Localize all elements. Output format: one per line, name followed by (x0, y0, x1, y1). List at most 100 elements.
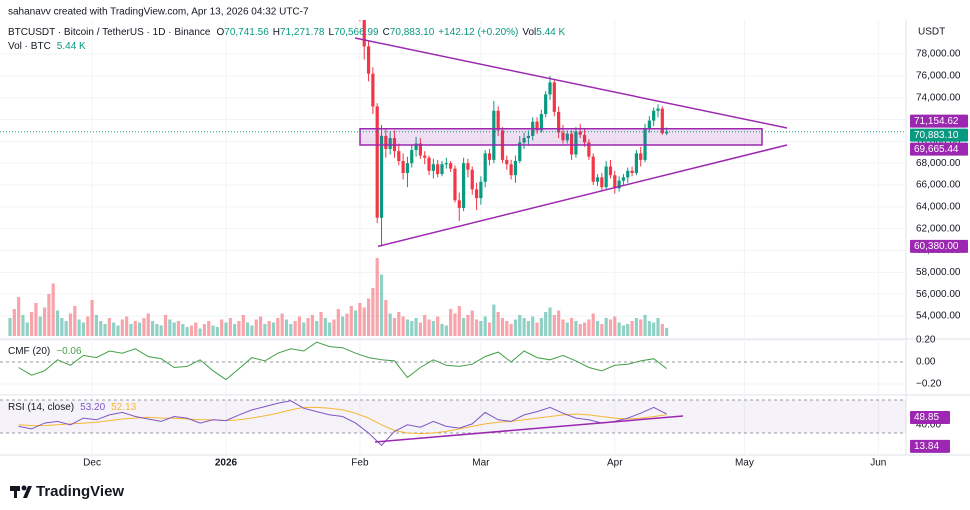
candle-body (630, 170, 634, 173)
rsi-tick-label: 40.00 (916, 419, 941, 430)
volume-bar (38, 316, 42, 336)
volume-bar (133, 321, 137, 336)
volume-bar (21, 315, 25, 336)
volume-bar (639, 319, 643, 336)
volume-bar (163, 315, 168, 336)
volume-bar (492, 304, 496, 336)
volume-bar (570, 318, 574, 336)
volume-bar (25, 322, 29, 336)
volume-bar (215, 327, 219, 336)
legend-item: CMF (20) (8, 346, 50, 357)
legend-item: H (273, 27, 280, 38)
volume-bar (608, 319, 613, 336)
volume-bar (289, 324, 293, 336)
volume-bar (185, 327, 189, 336)
volume-bar (617, 322, 621, 336)
volume-bar (293, 321, 297, 336)
logo-mark (23, 486, 32, 498)
volume-bar (138, 322, 142, 336)
candle-body (397, 151, 401, 161)
candle-body (613, 175, 617, 189)
volume-bar (552, 315, 556, 336)
candle-body (470, 169, 474, 190)
volume-bar (449, 309, 453, 336)
candle-body (418, 143, 422, 156)
volume-bar (258, 316, 263, 336)
volume-bar (77, 319, 81, 336)
volume-bar (349, 306, 353, 336)
x-tick-label: Dec (83, 458, 101, 469)
candle-body (660, 108, 664, 134)
volume-bar (604, 318, 608, 336)
cmf-line (18, 341, 667, 381)
y-tick-label: 64,000.00 (916, 201, 961, 212)
legend-item: 52.13 (111, 402, 136, 413)
candle-body (570, 133, 574, 155)
volume-bar (90, 300, 94, 336)
y-tick-label: 66,000.00 (916, 180, 961, 191)
volume-bar (68, 313, 73, 336)
volume-bar (73, 306, 77, 336)
volume-bar (60, 318, 64, 336)
x-tick-label: Jun (870, 458, 886, 469)
rsi-line (18, 406, 667, 435)
candle-body (544, 94, 548, 115)
candle-body (414, 143, 418, 151)
rsi-label-box (910, 439, 950, 453)
volume-bar (8, 318, 12, 336)
candle-body (557, 111, 561, 133)
volume-bar (241, 315, 245, 336)
price-label-box (910, 239, 968, 253)
legend-item: L (329, 27, 335, 38)
volume-bar (384, 300, 388, 336)
legend-item: C (383, 27, 390, 38)
volume-bar (107, 318, 111, 336)
volume-bar (51, 283, 55, 336)
legend-item: 5.44 K (57, 41, 86, 52)
volume-bar (159, 325, 163, 336)
volume-bar (125, 316, 129, 336)
volume-bar (643, 315, 647, 336)
candle-body (643, 128, 647, 160)
volume-bar (103, 324, 107, 336)
volume-bar (505, 321, 509, 336)
rsi-trendline (374, 415, 684, 443)
volume-bar (587, 319, 591, 336)
volume-bar (207, 321, 211, 336)
candle-body (591, 156, 595, 182)
volume-bar (30, 312, 34, 336)
volume-bar (263, 324, 267, 336)
legend-item: Vol · BTC (8, 41, 51, 52)
candle-body (410, 150, 414, 164)
x-tick-label: 2026 (215, 458, 238, 469)
logo-text: TradingView (36, 483, 124, 500)
candle-body (487, 153, 492, 160)
volume-bar (535, 322, 539, 336)
volume-bar (405, 319, 410, 336)
symbol-legend: BTCUSDT · Bitcoin / TetherUS · 1D · Bina… (8, 27, 566, 38)
x-tick-label: Feb (351, 458, 369, 469)
candle-body (431, 164, 435, 171)
volume-bar (297, 316, 302, 336)
rsi-legend: RSI (14, close) 53.20 52.13 (8, 402, 137, 413)
logo[interactable]: TradingView (10, 483, 124, 500)
volume-bar (500, 318, 505, 336)
volume-bar (388, 313, 392, 336)
volume-bar (310, 315, 314, 336)
volume-legend: Vol · BTC 5.44 K (8, 41, 86, 52)
volume-bar (660, 324, 664, 336)
x-tick-label: Apr (607, 458, 623, 469)
volume-bar (146, 313, 150, 336)
indicator-panes (0, 339, 906, 447)
cmf-tick-label: 0.00 (916, 357, 936, 368)
candle-body (401, 160, 405, 173)
y-tick-label: 78,000.00 (916, 49, 961, 60)
volume-bar (116, 325, 120, 336)
rsi-line (18, 400, 667, 447)
candle-body (595, 177, 600, 182)
volume-bar (544, 312, 548, 336)
volume-bar (34, 303, 38, 336)
volume-bar (42, 307, 47, 336)
candle-body (453, 168, 457, 201)
volume-bar (600, 324, 604, 336)
